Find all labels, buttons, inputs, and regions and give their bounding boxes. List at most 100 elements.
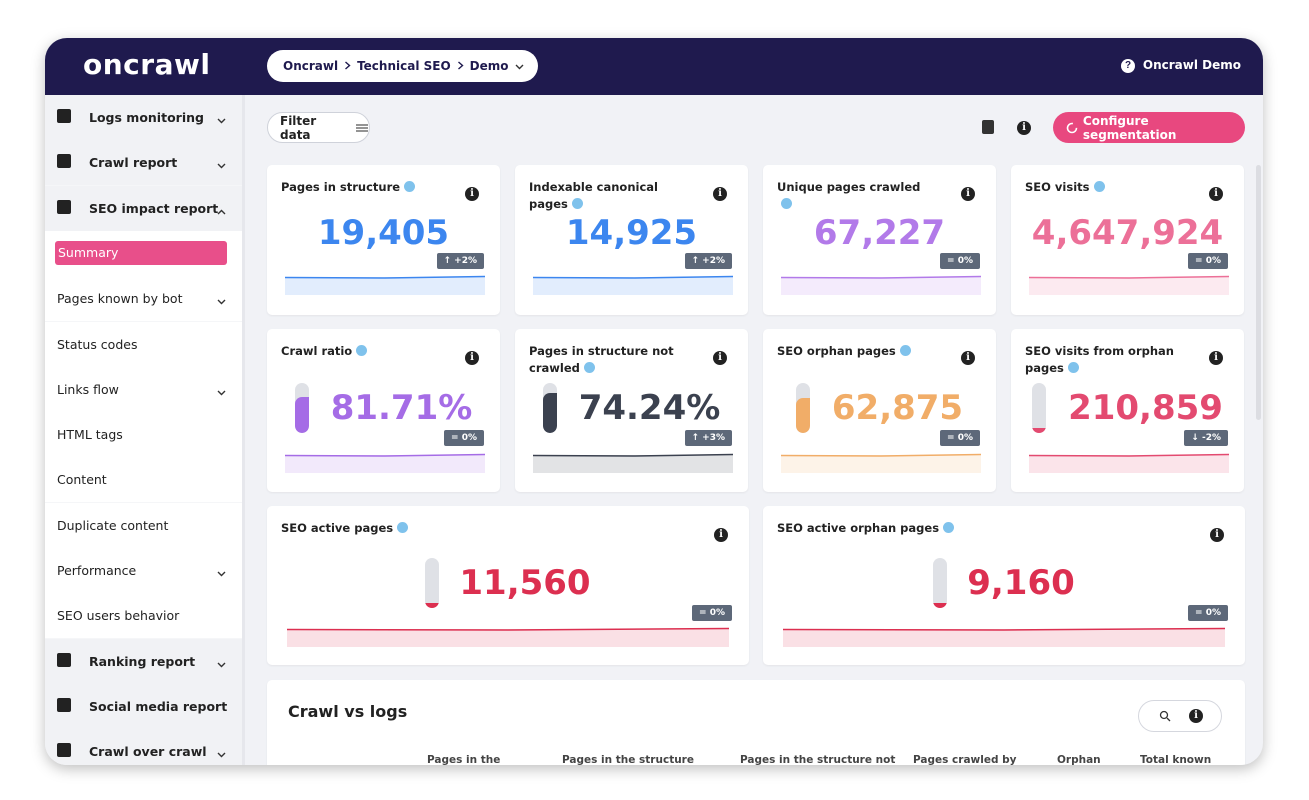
sparkline [1029, 275, 1229, 295]
info-tooltip[interactable] [397, 522, 409, 533]
sidebar-item[interactable]: Content [45, 457, 242, 503]
metric-value: 81.71% [330, 388, 473, 428]
gauge-fill [933, 603, 948, 608]
info-icon[interactable]: i [465, 351, 479, 365]
breadcrumb[interactable]: Oncrawl Technical SEO Demo [267, 50, 538, 82]
sidebar-item[interactable]: SEO users behavior [45, 593, 242, 639]
metric-card: SEO visits i 4,647,924 = 0% [1011, 165, 1244, 315]
sidebar-label: Content [57, 472, 107, 488]
value-row: 11,560 [267, 558, 749, 608]
info-icon[interactable]: i [714, 528, 728, 542]
column-header[interactable]: Orphan [1057, 754, 1101, 765]
sidebar: Logs monitoring Crawl report SEO impact re… [45, 95, 245, 765]
sidebar-item[interactable]: Crawl over crawl [45, 729, 242, 765]
sidebar-icon [57, 199, 71, 214]
configure-button[interactable]: Configure segmentation [1053, 112, 1245, 143]
sidebar-label: Duplicate content [57, 517, 169, 533]
info-tooltip[interactable] [571, 198, 583, 209]
zoom-controls[interactable]: i [1138, 700, 1222, 732]
change-badge: ↓ -2% [1184, 430, 1228, 446]
help-icon[interactable]: ? [1121, 59, 1135, 73]
metric-card: Pages in structure i 19,405 ↑ +2% [267, 165, 500, 315]
info-tooltip[interactable] [583, 362, 595, 373]
info-icon[interactable]: i [465, 187, 479, 201]
info-tooltip[interactable] [1067, 362, 1079, 373]
chevron [217, 203, 226, 218]
breadcrumb-item[interactable]: Demo [469, 59, 509, 73]
info-icon[interactable]: i [713, 187, 727, 201]
filter-label: Filter data [280, 113, 317, 142]
card-title: Crawl ratio [281, 343, 431, 360]
info-icon[interactable]: i [961, 187, 975, 201]
brand-logo[interactable]: oncrawl [83, 48, 211, 81]
info-icon[interactable]: i [1017, 121, 1031, 135]
sidebar-item[interactable]: HTML tags [45, 412, 242, 458]
sidebar-icon [57, 109, 71, 123]
sidebar-item[interactable]: Performance [45, 548, 242, 593]
column-header[interactable]: Pages in the structure not [740, 754, 896, 765]
gauge [795, 383, 810, 433]
configure-label: Configure segmentation [1082, 113, 1177, 142]
user-menu[interactable]: Oncrawl Demo [1142, 58, 1241, 72]
sidebar-label: Status codes [57, 336, 138, 352]
column-header[interactable]: Pages in the structure [562, 754, 694, 765]
gauge [1032, 383, 1047, 433]
sidebar-item[interactable]: Social media report [45, 683, 242, 729]
sidebar-item[interactable]: Status codes [45, 321, 242, 367]
column-header[interactable]: Pages in the [427, 754, 501, 765]
top-bar: oncrawl Oncrawl Technical SEO Demo ? Oncra… [45, 38, 1263, 95]
sidebar-item[interactable]: Ranking report [45, 638, 242, 684]
column-header[interactable]: Total known [1140, 754, 1212, 765]
card-title-text: Pages in structure [281, 180, 401, 194]
info-tooltip[interactable] [943, 522, 955, 533]
column-header[interactable]: Pages crawled by [913, 754, 1017, 765]
metric-card: SEO active pages i 11,560 = 0% [267, 506, 749, 665]
sidebar-item[interactable]: SEO impact report [45, 185, 242, 231]
info-tooltip[interactable] [1093, 181, 1105, 192]
info-icon[interactable]: i [1209, 187, 1223, 201]
info-tooltip[interactable] [356, 345, 368, 356]
sidebar-item[interactable]: Links flow [45, 366, 242, 412]
info-icon[interactable]: i [1209, 351, 1223, 365]
gauge [542, 383, 557, 433]
card-title-text: SEO visits [1025, 180, 1090, 194]
gauge-fill [542, 393, 557, 433]
sidebar-item[interactable]: Duplicate content [45, 502, 242, 548]
sidebar-item[interactable]: Logs monitoring [45, 95, 242, 140]
value-row: 19,405 [267, 213, 500, 253]
change-badge: ↑ +2% [684, 253, 732, 269]
card-title: SEO active pages [281, 520, 581, 537]
metric-card: Indexable canonical pages i 14,925 ↑ +2% [515, 165, 748, 315]
table-title: Crawl vs logs [288, 702, 408, 721]
sidebar-label: Performance [57, 563, 137, 578]
sidebar-item[interactable]: Crawl report [45, 140, 242, 186]
change-badge: ↑ +2% [436, 253, 484, 269]
breadcrumb-item[interactable]: Oncrawl [283, 59, 339, 73]
sparkline [533, 275, 733, 295]
breadcrumb-separator [344, 59, 351, 73]
info-tooltip[interactable] [781, 198, 792, 209]
gauge-fill [1032, 428, 1047, 433]
metric-value: 4,647,924 [1031, 213, 1224, 253]
metric-value: 74.24% [578, 388, 721, 428]
pdf-icon[interactable] [982, 120, 994, 134]
chevron [217, 746, 226, 761]
info-icon[interactable]: i [1210, 528, 1224, 542]
change-badge: = 0% [940, 253, 980, 269]
sidebar-item[interactable]: Summary [45, 230, 242, 276]
change-badge: ↑ +3% [684, 430, 732, 446]
sidebar-icon [57, 154, 71, 169]
info-tooltip[interactable] [404, 181, 416, 192]
sidebar-icon [57, 743, 71, 758]
sidebar-item[interactable]: Pages known by bot [45, 276, 242, 322]
sidebar-label: Summary [55, 241, 227, 266]
info-tooltip[interactable] [899, 345, 911, 356]
breadcrumb-item[interactable]: Technical SEO [357, 59, 451, 73]
value-row: 67,227 [763, 213, 996, 253]
metric-card: SEO active orphan pages i 9,160 = 0% [763, 506, 1245, 665]
info-icon[interactable]: i [961, 351, 975, 365]
info-icon[interactable]: i [713, 351, 727, 365]
sidebar-icon [57, 652, 71, 667]
change-badge: = 0% [692, 605, 732, 621]
filter-button[interactable]: Filter data [267, 112, 370, 143]
